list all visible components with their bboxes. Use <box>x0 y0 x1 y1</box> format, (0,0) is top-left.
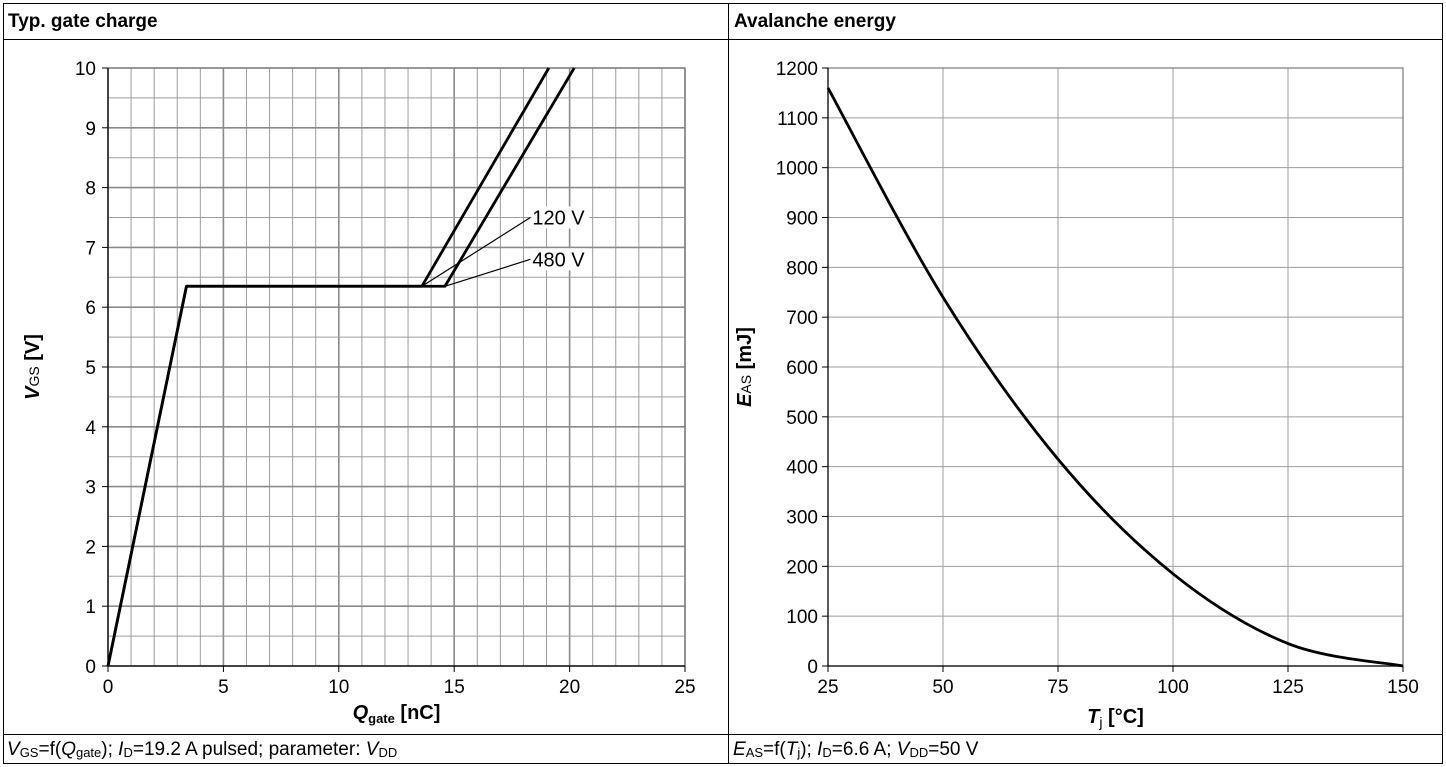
annotation-label: 480 V <box>532 249 585 271</box>
caption-subscript: DD <box>909 745 929 760</box>
x-tick-label: 10 <box>328 677 349 698</box>
caption-symbol: E <box>733 739 746 760</box>
x-tick-label: 125 <box>1272 677 1304 698</box>
annotation-background <box>531 248 590 271</box>
y-tick-label: 0 <box>85 657 96 678</box>
x-tick-label: 100 <box>1157 677 1189 698</box>
y-tick-label: 3 <box>85 478 96 499</box>
y-tick-label: 0 <box>807 657 818 678</box>
y-tick-label: 600 <box>786 358 818 379</box>
y-axis-title: EAS [mJ] <box>734 327 756 407</box>
chart-title: Typ. gate charge <box>3 3 729 40</box>
figure-border <box>3 3 1443 764</box>
caption-symbol: I <box>817 739 823 760</box>
caption-text: ); <box>800 739 818 760</box>
y-tick-label: 2 <box>85 537 96 558</box>
caption-text: =19.2 A pulsed; parameter: <box>132 739 366 760</box>
y-tick-label: 1200 <box>776 59 818 80</box>
series-line <box>826 87 1404 668</box>
y-axis-title: VGS [V] <box>22 334 44 400</box>
y-tick-label: 900 <box>786 209 818 230</box>
caption-text: =f( <box>763 739 786 760</box>
caption-text: ); <box>101 739 119 760</box>
avalanche-energy-chart: 25 50 75 100 125 150 0 100 200 300 400 500 600 700 800… <box>734 59 1419 730</box>
caption-subscript: gate <box>75 745 102 760</box>
y-tick-label: 7 <box>85 238 96 259</box>
y-tick-label: 200 <box>786 557 818 578</box>
caption-subscript: AS <box>745 745 764 760</box>
caption-subscript: D <box>822 745 832 760</box>
chart-caption: EAS=f(Tj); ID=6.6 A; VDD=50 V <box>729 734 1443 764</box>
x-tick-label: 20 <box>559 677 580 698</box>
y-tick-label: 1000 <box>776 159 818 180</box>
chart-caption: VGS=f(Qgate); ID=19.2 A pulsed; paramete… <box>3 734 729 764</box>
x-axis-title: Qgate [nC] <box>353 702 441 726</box>
caption-subscript: j <box>797 745 801 760</box>
caption-subscript: DD <box>378 745 398 760</box>
caption-symbol: V <box>896 739 910 760</box>
caption-symbol: V <box>365 739 379 760</box>
chart-title: Avalanche energy <box>729 3 1443 40</box>
caption-subscript: D <box>123 745 133 760</box>
y-tick-label: 300 <box>786 508 818 529</box>
y-tick-label: 400 <box>786 458 818 479</box>
caption-symbol: I <box>118 739 124 760</box>
annotation-leader <box>421 216 531 287</box>
caption-text: =50 V <box>928 739 979 760</box>
y-tick-label: 1 <box>85 597 96 618</box>
y-tick-label: 9 <box>85 119 96 140</box>
caption-subscript: GS <box>19 745 39 760</box>
caption-symbol: V <box>7 739 20 760</box>
x-tick-label: 15 <box>444 677 465 698</box>
series-line <box>106 67 576 667</box>
x-tick-label: 25 <box>674 677 695 698</box>
gate-charge-panel: Typ. gate charge 0 5 10 15 20 25 0 1 2 3 4 5 6 7 8 9 10 Q… <box>3 3 729 764</box>
y-tick-label: 500 <box>786 408 818 429</box>
x-tick-label: 5 <box>218 677 229 698</box>
y-tick-label: 8 <box>85 179 96 200</box>
y-tick-label: 800 <box>786 258 818 279</box>
caption-symbol: T <box>785 739 798 760</box>
y-tick-label: 6 <box>85 298 96 319</box>
y-tick-label: 700 <box>786 308 818 329</box>
x-tick-label: 75 <box>1047 677 1068 698</box>
caption-text: =f( <box>38 739 62 760</box>
y-tick-label: 10 <box>75 59 96 80</box>
caption-text: =6.6 A; <box>831 739 897 760</box>
y-tick-label: 100 <box>786 607 818 628</box>
y-tick-label: 5 <box>85 358 96 379</box>
x-tick-label: 25 <box>817 677 838 698</box>
avalanche-energy-panel: Avalanche energy 25 50 75 100 125 150 0 100 200 3… <box>728 3 1443 764</box>
y-tick-label: 1100 <box>777 109 818 130</box>
y-tick-label: 4 <box>85 418 96 439</box>
x-tick-label: 0 <box>103 677 114 698</box>
caption-symbol: Q <box>61 739 76 760</box>
annotation-label: 120 V <box>532 208 585 230</box>
x-axis-title: Tj [°C] <box>1087 706 1144 730</box>
annotation-background <box>531 206 590 229</box>
x-tick-label: 150 <box>1387 677 1419 698</box>
annotation-leader <box>444 258 531 287</box>
x-tick-label: 50 <box>932 677 953 698</box>
